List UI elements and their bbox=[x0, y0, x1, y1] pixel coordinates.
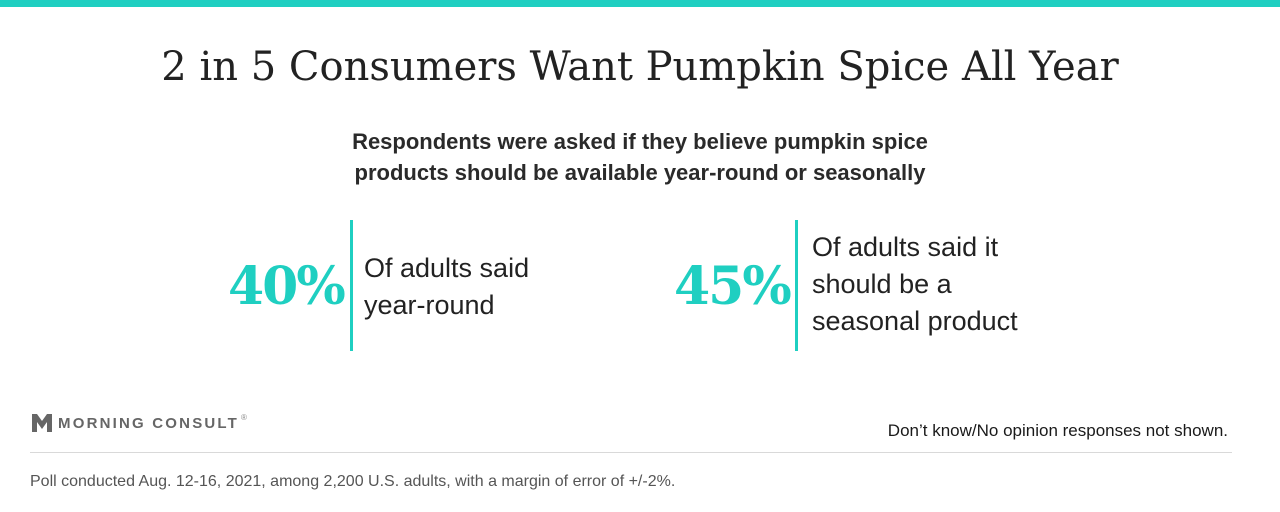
stat-description-line: Of adults said it bbox=[812, 232, 999, 262]
chart-title: 2 in 5 Consumers Want Pumpkin Spice All … bbox=[161, 44, 1119, 90]
stat-value-seasonal: 45% bbox=[674, 256, 792, 317]
responses-note: Don’t know/No opinion responses not show… bbox=[887, 421, 1228, 440]
top-accent-bar bbox=[0, 0, 1280, 7]
footer-divider bbox=[30, 452, 1232, 453]
morning-consult-m-icon bbox=[32, 414, 52, 432]
stat-description-year-round: Of adults said year-round bbox=[364, 250, 624, 324]
brand-registered-mark: ® bbox=[241, 412, 247, 422]
chart-subtitle: Respondents were asked if they believe p… bbox=[290, 126, 990, 188]
subtitle-line: products should be available year-round … bbox=[354, 160, 926, 185]
stat-description-line: year-round bbox=[364, 290, 495, 320]
stat-description-seasonal: Of adults said it should be a seasonal p… bbox=[812, 229, 1072, 340]
stat-description-line: should be a bbox=[812, 269, 952, 299]
poll-footnote: Poll conducted Aug. 12-16, 2021, among 2… bbox=[30, 473, 676, 490]
stat-description-line: seasonal product bbox=[812, 306, 1018, 336]
stat-value-year-round: 40% bbox=[228, 256, 346, 317]
stat-description-line: Of adults said bbox=[364, 253, 530, 283]
stat-divider bbox=[350, 220, 353, 351]
brand-name: MORNING CONSULT bbox=[58, 414, 240, 432]
subtitle-line: Respondents were asked if they believe p… bbox=[352, 129, 928, 154]
stat-divider bbox=[795, 220, 798, 351]
morning-consult-logo: MORNING CONSULT ® bbox=[32, 412, 247, 432]
